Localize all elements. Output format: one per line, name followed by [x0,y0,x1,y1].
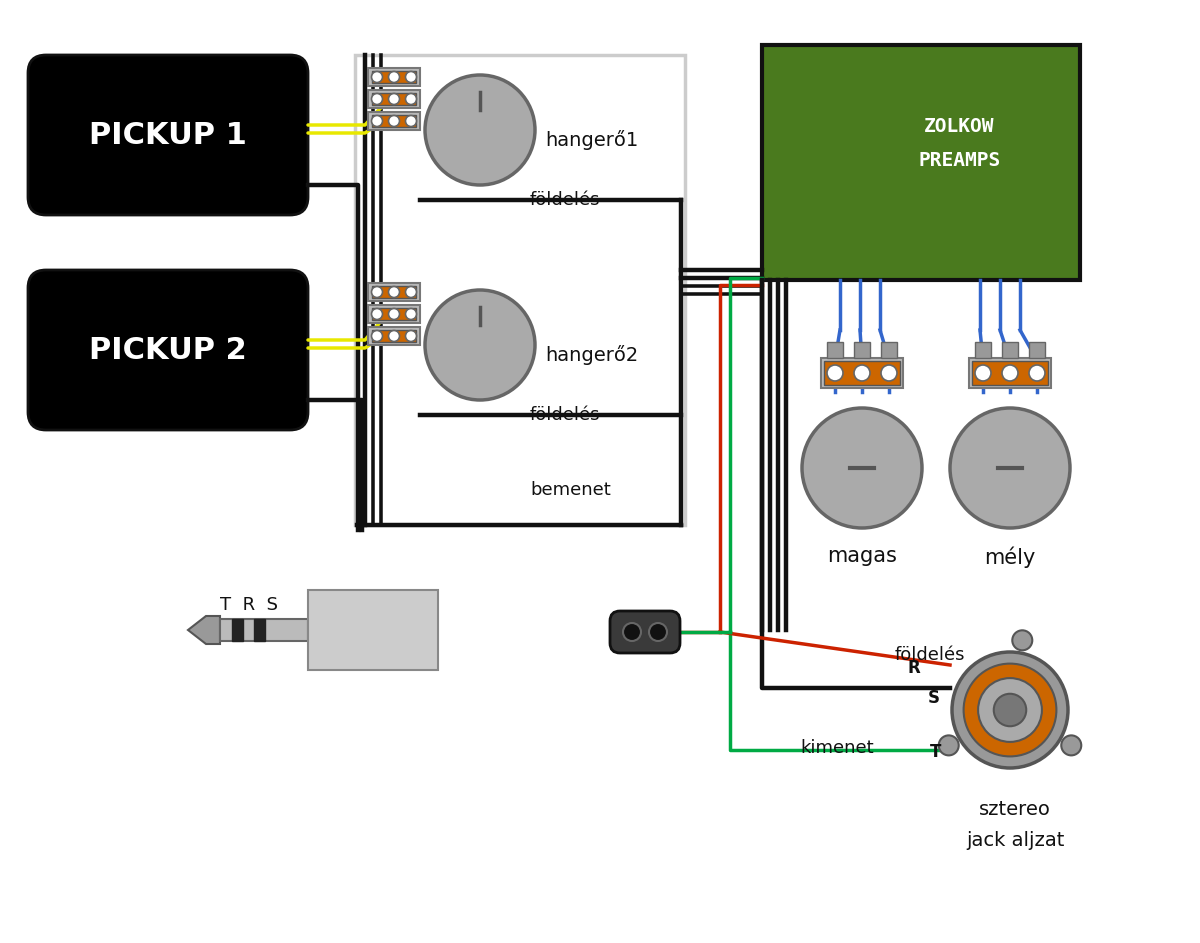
FancyBboxPatch shape [610,611,680,653]
Bar [368,112,420,130]
Bar [372,308,416,320]
Text: hangerő2: hangerő2 [545,345,638,365]
Text: mély: mély [984,546,1036,568]
Text: T: T [930,743,941,761]
Text: S: S [928,689,940,707]
Bar [824,361,900,385]
Circle shape [854,365,870,381]
Bar [1002,342,1018,358]
Text: sztereo
jack aljzat: sztereo jack aljzat [966,800,1064,850]
Circle shape [971,429,1049,507]
Bar [970,358,1051,388]
Bar [821,358,904,388]
Text: földelés: földelés [530,191,600,209]
Circle shape [372,308,383,320]
FancyBboxPatch shape [28,270,308,430]
Bar [827,342,844,358]
Circle shape [389,330,400,341]
Bar [368,68,420,86]
Bar [308,590,438,670]
Bar [372,286,416,298]
Circle shape [389,72,400,82]
Text: bemenet: bemenet [530,481,611,499]
Text: R: R [907,659,919,677]
Bar [854,342,870,358]
Bar [254,619,265,641]
Circle shape [425,75,535,185]
Circle shape [1061,736,1081,755]
Text: PICKUP 2: PICKUP 2 [89,336,247,365]
Circle shape [389,115,400,126]
Text: magas: magas [827,546,896,566]
Circle shape [994,694,1026,726]
Bar [368,90,420,108]
Circle shape [406,287,416,297]
Text: T  R  S: T R S [220,596,278,614]
Bar [1030,342,1045,358]
Text: ZOLKOW
PREAMPS: ZOLKOW PREAMPS [918,117,1001,170]
Circle shape [372,287,383,297]
Circle shape [978,678,1042,742]
Polygon shape [188,616,220,644]
Circle shape [389,287,400,297]
Circle shape [406,93,416,105]
Circle shape [938,736,959,755]
Bar [972,361,1048,385]
Bar [762,45,1080,280]
Bar [372,115,416,127]
Circle shape [827,365,844,381]
Circle shape [372,72,383,82]
Circle shape [389,93,400,105]
Circle shape [372,115,383,126]
Text: kimenet: kimenet [800,739,874,757]
Circle shape [406,72,416,82]
Circle shape [976,365,991,381]
Circle shape [372,330,383,341]
Bar [355,55,685,525]
Circle shape [406,115,416,126]
Circle shape [406,330,416,341]
Bar [368,327,420,345]
Circle shape [649,623,667,641]
Bar [372,93,416,105]
Bar [976,342,991,358]
Bar [220,619,308,641]
Bar [372,330,416,342]
FancyBboxPatch shape [28,55,308,215]
Circle shape [389,308,400,320]
Text: földelés: földelés [895,646,966,664]
Text: hangerő1: hangerő1 [545,130,638,150]
Circle shape [802,408,922,528]
Circle shape [406,308,416,320]
Text: PICKUP 1: PICKUP 1 [89,121,247,150]
Circle shape [964,664,1056,756]
Bar [368,283,420,301]
Circle shape [952,652,1068,768]
Circle shape [425,290,535,400]
Circle shape [1013,630,1032,651]
Bar [881,342,898,358]
Circle shape [881,365,898,381]
Circle shape [1030,365,1045,381]
Circle shape [623,623,641,641]
Bar [232,619,244,641]
Bar [368,305,420,323]
Circle shape [823,429,901,507]
Circle shape [372,93,383,105]
Text: földelés: földelés [530,406,600,424]
Circle shape [950,408,1070,528]
Circle shape [1002,365,1018,381]
Bar [372,71,416,83]
